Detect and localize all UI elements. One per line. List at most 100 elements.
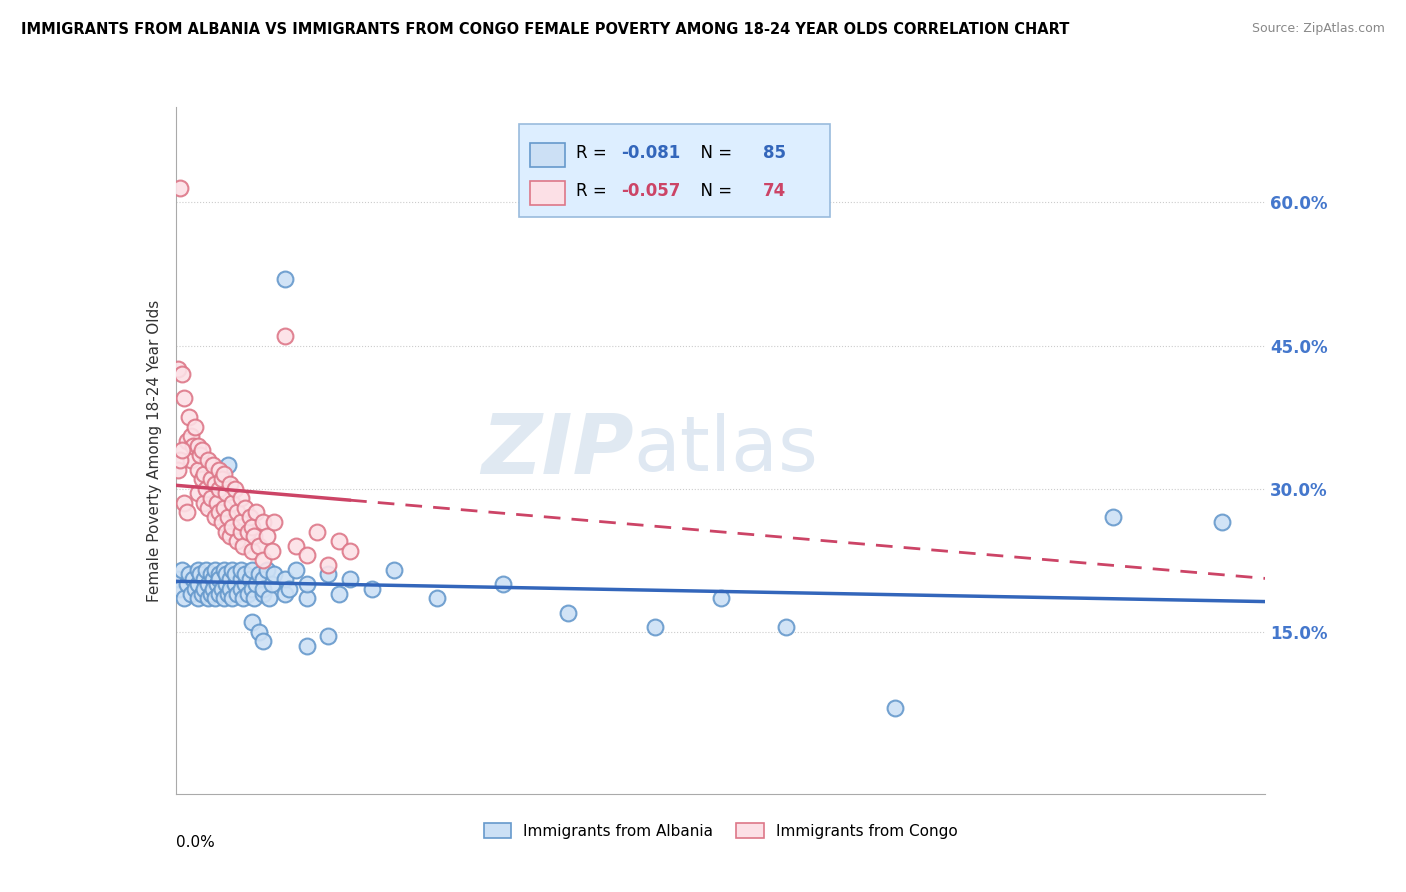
Point xyxy=(328,534,350,549)
Point xyxy=(204,591,226,606)
Point xyxy=(284,539,307,553)
Point xyxy=(193,467,215,482)
Point xyxy=(201,458,224,472)
Point xyxy=(201,582,224,596)
Point xyxy=(224,577,246,591)
Point xyxy=(225,534,247,549)
Point xyxy=(339,572,361,586)
Point xyxy=(252,586,274,600)
Point xyxy=(217,586,239,600)
Point xyxy=(247,539,270,553)
Point xyxy=(180,453,202,467)
Point xyxy=(205,496,228,510)
Legend: Immigrants from Albania, Immigrants from Congo: Immigrants from Albania, Immigrants from… xyxy=(478,816,963,845)
Point xyxy=(186,591,209,606)
Point xyxy=(211,515,233,529)
Point xyxy=(169,582,191,596)
Point xyxy=(188,567,211,582)
FancyBboxPatch shape xyxy=(530,143,565,167)
Point xyxy=(247,624,270,639)
Point xyxy=(274,329,297,343)
Point xyxy=(236,524,259,539)
Point xyxy=(181,439,204,453)
Text: 85: 85 xyxy=(763,145,786,162)
Point xyxy=(231,572,253,586)
Point xyxy=(167,362,190,376)
Point xyxy=(180,429,202,443)
Point xyxy=(235,577,257,591)
Point xyxy=(172,367,194,381)
Point xyxy=(240,520,263,534)
Point xyxy=(219,582,242,596)
Point xyxy=(219,529,242,543)
Point xyxy=(307,524,329,539)
Y-axis label: Female Poverty Among 18-24 Year Olds: Female Poverty Among 18-24 Year Olds xyxy=(146,300,162,601)
Point xyxy=(195,482,218,496)
Point xyxy=(235,500,257,515)
Point xyxy=(231,524,253,539)
Point xyxy=(195,563,218,577)
Point xyxy=(176,506,198,520)
Point xyxy=(382,563,405,577)
Point xyxy=(208,572,231,586)
Text: Source: ZipAtlas.com: Source: ZipAtlas.com xyxy=(1251,22,1385,36)
Text: -0.081: -0.081 xyxy=(621,145,681,162)
Point xyxy=(224,482,246,496)
Point xyxy=(219,572,242,586)
Point xyxy=(193,496,215,510)
Point xyxy=(235,567,257,582)
Point xyxy=(1211,515,1233,529)
Point xyxy=(260,577,283,591)
Point xyxy=(176,577,198,591)
Point xyxy=(360,582,382,596)
Point xyxy=(236,586,259,600)
Point xyxy=(201,572,224,586)
Point xyxy=(243,591,266,606)
Point xyxy=(221,591,243,606)
Point xyxy=(274,271,297,285)
Point xyxy=(224,567,246,582)
Point xyxy=(339,543,361,558)
Point xyxy=(173,391,195,405)
Point xyxy=(200,472,222,486)
Point xyxy=(215,524,238,539)
Text: -0.057: -0.057 xyxy=(621,182,681,200)
Point xyxy=(212,591,235,606)
Point xyxy=(231,491,253,505)
Point xyxy=(172,563,194,577)
Point xyxy=(211,472,233,486)
Text: atlas: atlas xyxy=(633,414,818,487)
Point xyxy=(167,572,190,586)
Point xyxy=(240,615,263,630)
Point xyxy=(191,586,214,600)
Point xyxy=(775,620,797,634)
Point xyxy=(208,567,231,582)
Point xyxy=(205,577,228,591)
Point xyxy=(221,496,243,510)
Text: 0.0%: 0.0% xyxy=(176,835,215,850)
Point xyxy=(186,462,209,476)
Point xyxy=(180,586,202,600)
Point xyxy=(295,639,318,653)
Point xyxy=(239,572,262,586)
Point xyxy=(278,582,301,596)
Point xyxy=(259,591,281,606)
Point xyxy=(186,439,209,453)
Point xyxy=(204,476,226,491)
Point xyxy=(1102,510,1125,524)
Point xyxy=(212,467,235,482)
Point xyxy=(263,567,285,582)
Point xyxy=(245,577,267,591)
Point xyxy=(710,591,733,606)
Point xyxy=(197,577,219,591)
Point xyxy=(217,458,239,472)
Text: R =: R = xyxy=(575,182,612,200)
Point xyxy=(193,572,215,586)
Point xyxy=(318,558,340,572)
Point xyxy=(247,567,270,582)
Point xyxy=(173,591,195,606)
Point xyxy=(167,462,190,476)
Point xyxy=(204,510,226,524)
Point xyxy=(240,582,263,596)
Point xyxy=(176,434,198,448)
